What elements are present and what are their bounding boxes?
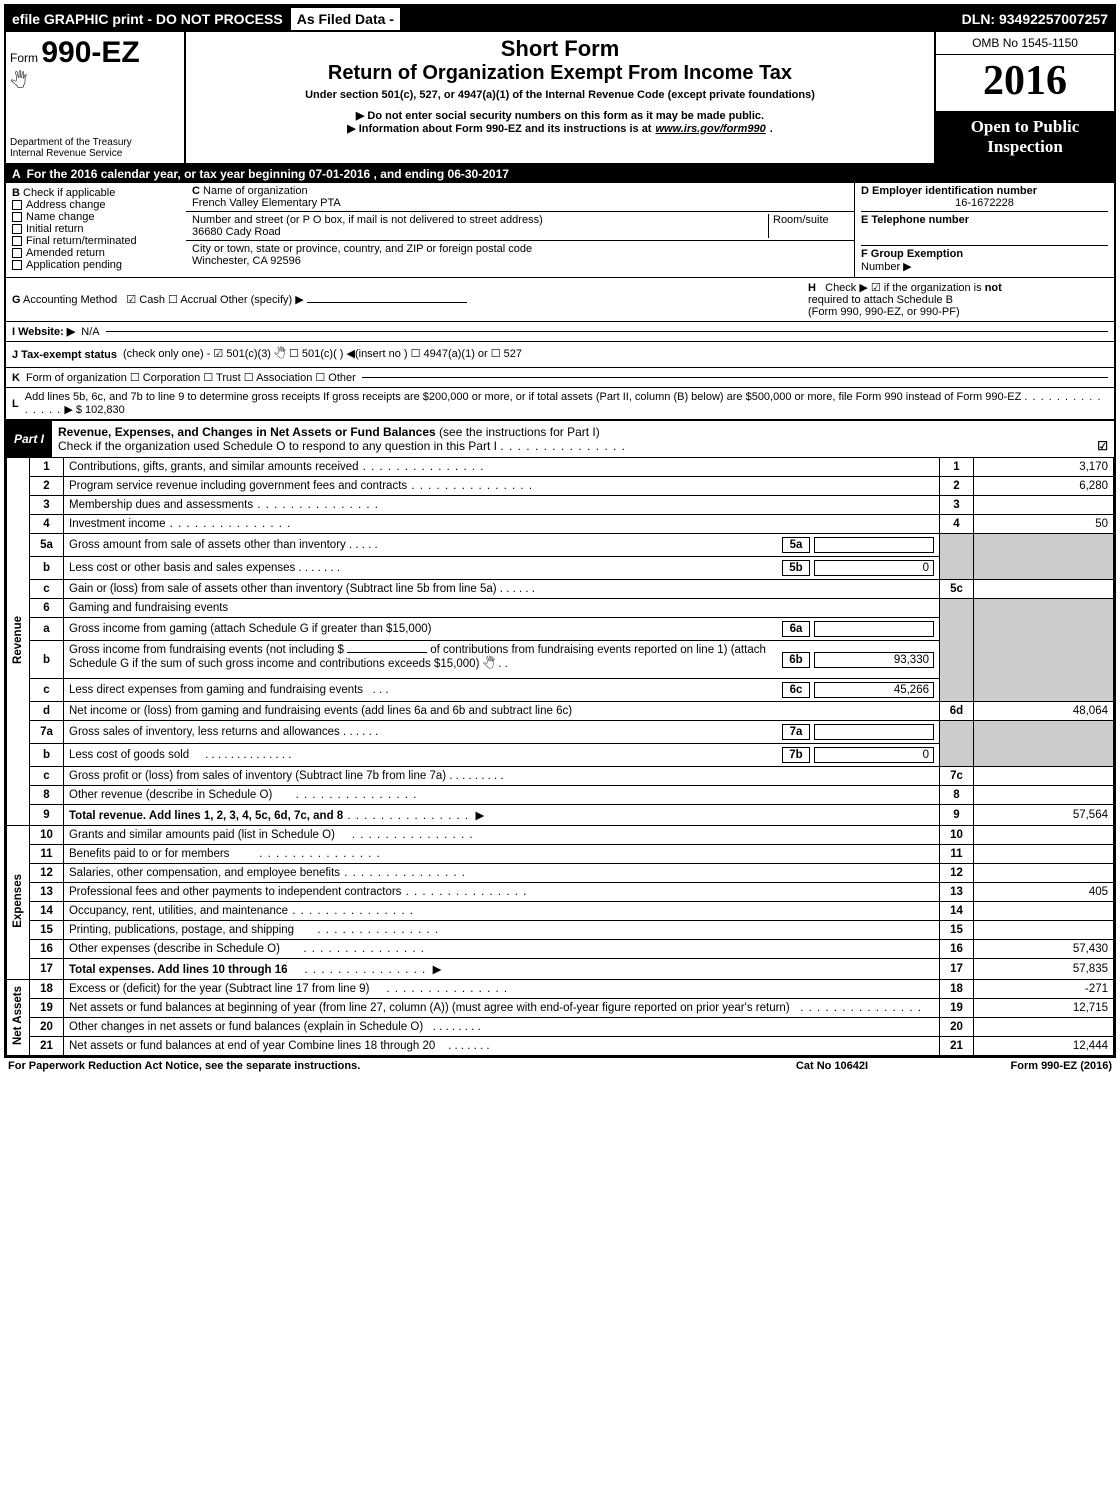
cat-no: Cat No 10642I	[732, 1060, 932, 1072]
omb-number: OMB No 1545-1150	[936, 32, 1114, 55]
dln-label: DLN: 93492257007257	[956, 8, 1114, 30]
chk-application-pending[interactable]: Application pending	[12, 259, 180, 271]
top-strip: efile GRAPHIC print - DO NOT PROCESS As …	[6, 6, 1114, 32]
col-d-ein: D Employer identification number 16-1672…	[854, 183, 1114, 277]
chk-amended-return[interactable]: Amended return	[12, 247, 180, 259]
col-c-org: C Name of organization French Valley Ele…	[186, 183, 854, 277]
under-section: Under section 501(c), 527, or 4947(a)(1)…	[194, 89, 926, 101]
form-number: 990-EZ	[41, 36, 139, 69]
side-expenses: Expenses	[7, 826, 30, 980]
chk-name-change[interactable]: Name change	[12, 211, 180, 223]
form-ref: Form 990-EZ (2016)	[932, 1060, 1112, 1072]
org-info-block: B Check if applicable Address change Nam…	[6, 183, 1114, 278]
part-i-header: Part I Revenue, Expenses, and Changes in…	[6, 420, 1114, 457]
tax-year: 2016	[936, 55, 1114, 111]
part-i-table: Revenue 1 Contributions, gifts, grants, …	[6, 457, 1114, 1056]
org-name: French Valley Elementary PTA	[192, 197, 341, 209]
org-city: Winchester, CA 92596	[192, 255, 301, 267]
line-1-value: 3,170	[974, 458, 1114, 477]
side-net-assets: Net Assets	[7, 980, 30, 1056]
row-a-tax-year: A For the 2016 calendar year, or tax yea…	[6, 165, 1114, 183]
gross-receipts-amount: 102,830	[85, 404, 125, 416]
header-right: OMB No 1545-1150 2016 Open to Public Ins…	[934, 32, 1114, 163]
ein-value: 16-1672228	[861, 197, 1108, 209]
row-j-tax-exempt: J Tax-exempt status (check only one) - ☑…	[6, 342, 1114, 368]
form-container: efile GRAPHIC print - DO NOT PROCESS As …	[4, 4, 1116, 1058]
side-revenue: Revenue	[7, 458, 30, 826]
header-middle: Short Form Return of Organization Exempt…	[186, 32, 934, 163]
org-street: 36680 Cady Road	[192, 226, 281, 238]
as-filed-box: As Filed Data -	[289, 6, 402, 32]
accounting-method: ☑ Cash ☐ Accrual Other (specify) ▶	[126, 294, 303, 306]
form-header: Form 990-EZ 🖑 Department of the Treasury…	[6, 32, 1114, 165]
short-form-title: Short Form	[194, 36, 926, 62]
line-1-text: Contributions, gifts, grants, and simila…	[64, 458, 940, 477]
col-b-checkboxes: B Check if applicable Address change Nam…	[6, 183, 186, 277]
instr-ssn: ▶ Do not enter social security numbers o…	[194, 109, 926, 122]
form-prefix: Form	[10, 51, 38, 65]
open-to-public: Open to Public Inspection	[936, 111, 1114, 163]
header-left: Form 990-EZ 🖑 Department of the Treasury…	[6, 32, 186, 163]
page-footer: For Paperwork Reduction Act Notice, see …	[4, 1058, 1116, 1074]
chk-initial-return[interactable]: Initial return	[12, 223, 180, 235]
instr-info: ▶ Information about Form 990-EZ and its …	[194, 122, 926, 135]
paperwork-notice: For Paperwork Reduction Act Notice, see …	[8, 1060, 732, 1072]
row-g-h: G Accounting Method ☑ Cash ☐ Accrual Oth…	[6, 278, 1114, 322]
efile-label: efile GRAPHIC print - DO NOT PROCESS	[6, 8, 289, 30]
chk-address-change[interactable]: Address change	[12, 199, 180, 211]
schedule-o-checkbox[interactable]: ☑	[1097, 439, 1108, 453]
website-value: N/A	[81, 326, 99, 338]
leaf-icon: 🖑	[10, 70, 178, 97]
chk-final-return[interactable]: Final return/terminated	[12, 235, 180, 247]
row-l-gross-receipts: L Add lines 5b, 6c, and 7b to line 9 to …	[6, 388, 1114, 420]
room-suite: Room/suite	[768, 214, 848, 238]
irs-link[interactable]: www.irs.gov/form990	[655, 123, 765, 135]
telephone-label: E Telephone number	[861, 214, 969, 226]
row-i-website: I Website: ▶ N/A	[6, 322, 1114, 342]
return-title: Return of Organization Exempt From Incom…	[194, 62, 926, 85]
row-k-form-org: K Form of organization ☐ Corporation ☐ T…	[6, 368, 1114, 388]
dept-label: Department of the Treasury Internal Reve…	[10, 137, 132, 159]
